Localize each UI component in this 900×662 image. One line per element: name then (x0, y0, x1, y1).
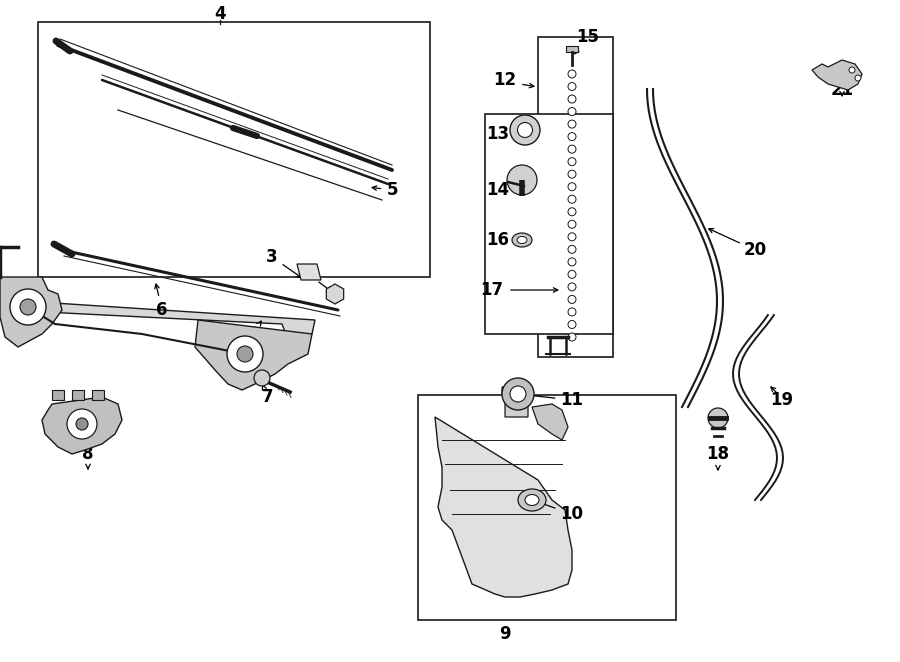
Circle shape (20, 299, 36, 315)
Circle shape (237, 346, 253, 362)
Circle shape (568, 70, 576, 78)
Circle shape (510, 386, 526, 402)
Circle shape (67, 409, 97, 439)
Bar (38, 22, 430, 277)
Text: 21: 21 (831, 81, 853, 99)
Bar (538, 37, 613, 357)
Ellipse shape (525, 495, 539, 506)
Circle shape (568, 270, 576, 279)
Circle shape (568, 258, 576, 266)
Text: 8: 8 (82, 445, 94, 469)
Text: 15: 15 (574, 28, 599, 54)
Text: 2: 2 (302, 265, 331, 291)
Bar (566, 46, 578, 52)
Bar (485, 114, 613, 334)
Circle shape (708, 408, 728, 428)
Ellipse shape (512, 233, 532, 247)
Polygon shape (0, 277, 62, 347)
Circle shape (502, 378, 534, 410)
Text: 11: 11 (522, 391, 583, 409)
Text: 19: 19 (770, 391, 794, 409)
Text: 9: 9 (500, 625, 511, 643)
Bar (72, 390, 84, 400)
Polygon shape (812, 60, 862, 90)
Text: 12: 12 (493, 71, 517, 89)
Circle shape (855, 75, 861, 81)
Text: 10: 10 (536, 500, 583, 523)
Circle shape (568, 83, 576, 91)
Text: 18: 18 (706, 445, 730, 470)
Circle shape (568, 145, 576, 153)
Circle shape (10, 289, 46, 325)
Text: 16: 16 (487, 231, 518, 249)
Circle shape (568, 195, 576, 203)
Polygon shape (435, 417, 572, 597)
Text: 13: 13 (486, 125, 521, 143)
Circle shape (518, 122, 533, 138)
Circle shape (568, 308, 576, 316)
Circle shape (568, 158, 576, 166)
Circle shape (568, 183, 576, 191)
Text: 20: 20 (743, 241, 767, 259)
Circle shape (568, 246, 576, 254)
Bar (418, 395, 676, 620)
Circle shape (254, 370, 270, 386)
Polygon shape (327, 284, 344, 304)
Circle shape (849, 67, 855, 73)
Bar (92, 390, 104, 400)
Ellipse shape (518, 489, 546, 511)
Circle shape (507, 165, 537, 195)
Circle shape (510, 115, 540, 145)
Circle shape (568, 333, 576, 341)
Text: 6: 6 (155, 284, 167, 319)
Text: 3: 3 (266, 248, 302, 277)
Circle shape (227, 336, 263, 372)
Circle shape (76, 418, 88, 430)
Circle shape (568, 170, 576, 178)
Polygon shape (42, 397, 122, 454)
Circle shape (568, 320, 576, 328)
Polygon shape (195, 320, 312, 390)
Circle shape (568, 208, 576, 216)
Ellipse shape (517, 236, 527, 244)
Circle shape (568, 107, 576, 116)
Circle shape (568, 233, 576, 241)
Text: 4: 4 (214, 5, 226, 23)
Circle shape (568, 132, 576, 140)
Text: 7: 7 (262, 385, 274, 406)
Polygon shape (532, 404, 568, 440)
Circle shape (568, 120, 576, 128)
Text: 1: 1 (247, 321, 261, 343)
Bar (52, 390, 64, 400)
Circle shape (568, 295, 576, 303)
Circle shape (568, 95, 576, 103)
Polygon shape (5, 300, 315, 340)
Text: 17: 17 (481, 281, 504, 299)
Text: 5: 5 (372, 181, 398, 199)
Circle shape (568, 283, 576, 291)
Circle shape (568, 220, 576, 228)
Polygon shape (502, 387, 532, 417)
Polygon shape (297, 264, 321, 280)
Text: 14: 14 (486, 181, 518, 199)
